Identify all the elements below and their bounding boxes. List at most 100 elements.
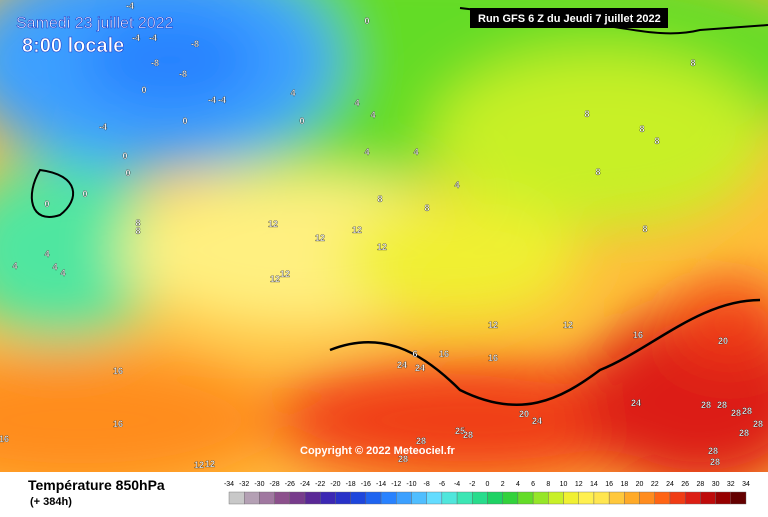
contour-label: 28 (731, 408, 741, 418)
color-swatch (411, 491, 427, 505)
contour-label: 4 (60, 268, 65, 278)
color-swatch (228, 491, 245, 505)
contour-label: 4 (44, 249, 49, 259)
contour-label: 4 (413, 147, 418, 157)
contour-label: 24 (415, 363, 425, 373)
contour-label: 12 (488, 320, 498, 330)
contour-label: 24 (532, 416, 542, 426)
contour-label: 12 (352, 225, 362, 235)
colorbar-tick-label: -34 (224, 481, 234, 488)
color-swatch (487, 491, 503, 505)
contour-label: -4 (132, 33, 140, 43)
color-swatch (669, 491, 686, 505)
contour-labels: -4-4-4-8-8-8-4 -40000000-4444044488884444… (0, 1, 763, 470)
contour-label: 28 (416, 436, 426, 446)
valid-date: Samedi 23 juillet 2022 (16, 15, 174, 32)
contour-label: 12 (194, 460, 204, 470)
contour-label: 8 (135, 226, 140, 236)
contour-label: 12 (205, 459, 215, 469)
contour-label: -8 (179, 69, 187, 79)
contour-label: 12 (268, 219, 278, 229)
color-swatch (274, 491, 291, 505)
contour-label: -8 (151, 58, 159, 68)
color-swatch (608, 491, 625, 505)
color-swatch (624, 491, 640, 505)
contour-label: 28 (710, 457, 720, 467)
contour-label: -8 (191, 39, 199, 49)
colorbar: -34 -32 -30 -28 -26 -24 -22 -20 -18 -16 -14 -12 -10-… (224, 481, 750, 505)
contour-label: 28 (701, 400, 711, 410)
color-swatch (639, 491, 655, 505)
contour-label: 12 (315, 233, 325, 243)
contour-label: 8 (135, 218, 140, 228)
color-swatch (578, 491, 595, 505)
contour-label: 4 (290, 88, 295, 98)
color-swatch (426, 491, 443, 505)
contour-label: 24 (631, 398, 641, 408)
colorbar-tick-label: 32 (727, 481, 735, 488)
contour-label: 8 (595, 167, 600, 177)
colorbar-tick-label: 4 (516, 481, 520, 488)
color-swatch (654, 491, 671, 505)
legend-title: Température 850hPa (28, 477, 165, 493)
colorbar-tick-label: -4 (454, 481, 460, 488)
colorbar-tick-label: 10 (560, 481, 568, 488)
contour-label: 8 (690, 58, 695, 68)
contour-label: 20 (519, 409, 529, 419)
color-swatch (563, 491, 579, 505)
contour-label: 28 (717, 400, 727, 410)
color-swatch (548, 491, 564, 505)
contour-label: 8 (584, 109, 589, 119)
colorbar-tick-label: 22 (651, 481, 659, 488)
contour-label: 8 (654, 136, 659, 146)
temperature-field (0, 0, 768, 472)
color-swatch (365, 491, 382, 505)
color-swatch (456, 491, 473, 505)
contour-label: 12 (280, 269, 290, 279)
contour-label: 0 (141, 85, 146, 95)
colorbar-tick-label: 24 (666, 481, 674, 488)
colorbar-tick-label: 30 (712, 481, 720, 488)
colorbar-tick-label: -8 (424, 481, 430, 488)
colorbar-tick-label: -30 (254, 481, 264, 488)
contour-label: 0 (299, 116, 304, 126)
contour-label: 0 (364, 16, 369, 26)
contour-label: 28 (753, 419, 763, 429)
colorbar-tick-label: 34 (742, 481, 750, 488)
color-swatch (259, 491, 275, 505)
contour-label: 20 (718, 336, 728, 346)
colorbar-tick-label: 26 (681, 481, 689, 488)
contour-label: 4 (12, 261, 17, 271)
colorbar-tick-label: -16 (361, 481, 371, 488)
run-box (470, 8, 668, 28)
color-swatch (472, 491, 488, 505)
contour-label: 8 (642, 224, 647, 234)
contour-label: 4 (364, 147, 369, 157)
legend-lead: (+ 384h) (30, 496, 72, 508)
contour-label: 28 (708, 446, 718, 456)
colorbar-tick-label: -18 (346, 481, 356, 488)
run-info: Run GFS 6 Z du Jeudi 7 juillet 2022 (478, 13, 661, 25)
colorbar-tick-label: 18 (620, 481, 628, 488)
contour-label: 12 (563, 320, 573, 330)
colorbar-tick-label: -20 (330, 481, 340, 488)
contour-label: -4 (126, 1, 134, 11)
colorbar-tick-label: 12 (575, 481, 583, 488)
color-swatch (502, 491, 519, 505)
contour-label: 28 (739, 428, 749, 438)
colorbar-tick-label: -10 (406, 481, 416, 488)
contour-label: 25 (455, 426, 465, 436)
colorbar-tick-label: 0 (486, 481, 490, 488)
color-swatch (244, 491, 260, 505)
contour-label: 0 (125, 168, 130, 178)
contour-label: 12 (270, 274, 280, 284)
colorbar-tick-label: 20 (636, 481, 644, 488)
colorbar-tick-label: -22 (315, 481, 325, 488)
contour-label: 0 (182, 116, 187, 126)
color-swatch (289, 491, 306, 505)
contour-label: 28 (463, 430, 473, 440)
contour-label: 12 (377, 242, 387, 252)
colorbar-tick-label: 2 (501, 481, 505, 488)
colorbar-tick-label: -2 (469, 481, 475, 488)
